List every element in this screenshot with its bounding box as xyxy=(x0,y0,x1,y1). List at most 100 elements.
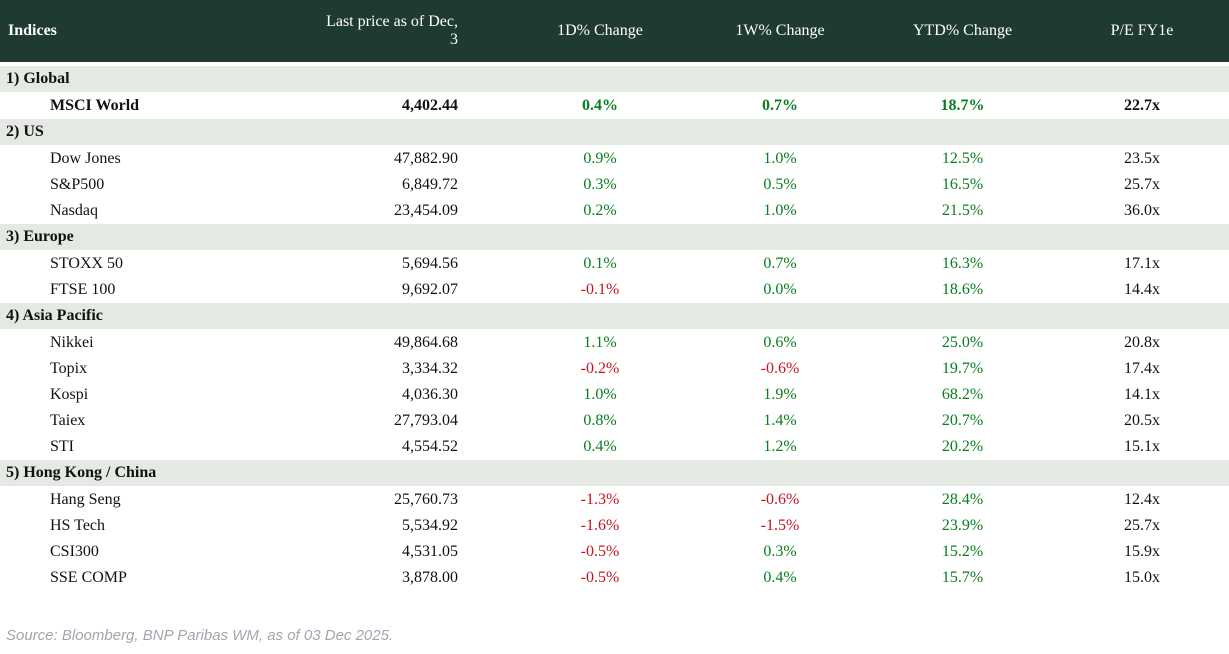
section-label: 5) Hong Kong / China xyxy=(6,464,157,481)
index-name: STI xyxy=(50,438,74,455)
ytd-change: 19.7% xyxy=(941,360,984,377)
1d-change: 0.4% xyxy=(582,97,618,114)
pe-ratio: 20.8x xyxy=(1124,334,1160,351)
last-price: 5,694.56 xyxy=(402,255,458,272)
1w-change: 0.7% xyxy=(762,97,798,114)
last-price: 4,402.44 xyxy=(402,97,458,114)
ytd-change: 20.7% xyxy=(941,412,984,429)
index-row: CSI300 4,531.05 -0.5% 0.3% 15.2% 15.9x xyxy=(0,539,1229,565)
last-price: 6,849.72 xyxy=(402,176,458,193)
1w-change: 0.4% xyxy=(763,569,797,586)
index-row: Hang Seng 25,760.73 -1.3% -0.6% 28.4% 12.4x xyxy=(0,487,1229,513)
pe-ratio: 25.7x xyxy=(1124,176,1160,193)
index-row: Dow Jones 47,882.90 0.9% 1.0% 12.5% 23.5x xyxy=(0,146,1229,172)
source-note: Source: Bloomberg, BNP Paribas WM, as of… xyxy=(6,627,394,644)
index-name: Kospi xyxy=(50,386,89,403)
ytd-change: 16.3% xyxy=(941,255,984,272)
index-name: CSI300 xyxy=(50,543,99,560)
index-name: Topix xyxy=(50,360,88,377)
last-price: 5,534.92 xyxy=(402,517,458,534)
header-last-price: Last price as of Dec, 3 xyxy=(326,13,458,48)
1w-change: -1.5% xyxy=(760,517,800,534)
header-ytd-change: YTD% Change xyxy=(912,22,1013,39)
1d-change: 0.9% xyxy=(583,150,617,167)
section-label: 2) US xyxy=(6,123,44,140)
index-name: Nasdaq xyxy=(50,202,98,219)
ytd-change: 21.5% xyxy=(941,202,984,219)
last-price: 25,760.73 xyxy=(394,491,458,508)
ytd-change: 20.2% xyxy=(941,438,984,455)
1w-change: -0.6% xyxy=(760,491,800,508)
last-price: 9,692.07 xyxy=(402,281,458,298)
index-row: FTSE 100 9,692.07 -0.1% 0.0% 18.6% 14.4x xyxy=(0,277,1229,303)
1w-change: 0.0% xyxy=(763,281,797,298)
section-row: 4) Asia Pacific xyxy=(0,303,1229,329)
ytd-change: 28.4% xyxy=(941,491,984,508)
index-row: MSCI World 4,402.44 0.4% 0.7% 18.7% 22.7x xyxy=(0,93,1229,119)
last-price: 4,531.05 xyxy=(402,543,458,560)
1d-change: -1.3% xyxy=(580,491,620,508)
pe-ratio: 15.9x xyxy=(1124,543,1160,560)
1w-change: -0.6% xyxy=(760,360,800,377)
pe-ratio: 15.1x xyxy=(1124,438,1160,455)
last-price: 4,554.52 xyxy=(402,438,458,455)
section-row: 2) US xyxy=(0,119,1229,145)
1d-change: -0.1% xyxy=(580,281,620,298)
pe-ratio: 20.5x xyxy=(1124,412,1160,429)
section-row: 5) Hong Kong / China xyxy=(0,460,1229,486)
ytd-change: 18.6% xyxy=(941,281,984,298)
section-row: 3) Europe xyxy=(0,224,1229,250)
1d-change: -0.5% xyxy=(580,543,620,560)
index-name: SSE COMP xyxy=(50,569,127,586)
last-price: 4,036.30 xyxy=(402,386,458,403)
1w-change: 1.4% xyxy=(763,412,797,429)
pe-ratio: 23.5x xyxy=(1124,150,1160,167)
ytd-change: 18.7% xyxy=(940,97,985,114)
index-name: FTSE 100 xyxy=(50,281,116,298)
1d-change: -1.6% xyxy=(580,517,620,534)
1w-change: 1.2% xyxy=(763,438,797,455)
pe-ratio: 22.7x xyxy=(1124,97,1160,114)
ytd-change: 68.2% xyxy=(941,386,984,403)
index-row: SSE COMP 3,878.00 -0.5% 0.4% 15.7% 15.0x xyxy=(0,565,1229,591)
header-pe: P/E FY1e xyxy=(1110,22,1174,39)
index-row: Taiex 27,793.04 0.8% 1.4% 20.7% 20.5x xyxy=(0,408,1229,434)
1d-change: 0.3% xyxy=(583,176,617,193)
1w-change: 1.0% xyxy=(763,150,797,167)
last-price: 23,454.09 xyxy=(394,202,458,219)
pe-ratio: 15.0x xyxy=(1124,569,1160,586)
ytd-change: 12.5% xyxy=(941,150,984,167)
1w-change: 0.3% xyxy=(763,543,797,560)
header-indices: Indices xyxy=(8,22,57,39)
1w-change: 1.0% xyxy=(763,202,797,219)
last-price: 3,334.32 xyxy=(402,360,458,377)
table-body: 1) Global MSCI World 4,402.44 0.4% 0.7% 18.7%… xyxy=(0,66,1229,591)
1d-change: 0.1% xyxy=(583,255,617,272)
pe-ratio: 25.7x xyxy=(1124,517,1160,534)
1d-change: 0.4% xyxy=(583,438,617,455)
1d-change: -0.2% xyxy=(580,360,620,377)
pe-ratio: 17.1x xyxy=(1124,255,1160,272)
ytd-change: 16.5% xyxy=(941,176,984,193)
index-row: HS Tech 5,534.92 -1.6% -1.5% 23.9% 25.7x xyxy=(0,513,1229,539)
last-price: 49,864.68 xyxy=(394,334,458,351)
index-name: MSCI World xyxy=(50,97,140,114)
index-name: STOXX 50 xyxy=(50,255,124,272)
header-1d-change: 1D% Change xyxy=(557,22,643,39)
last-price: 27,793.04 xyxy=(394,412,458,429)
index-name: S&P500 xyxy=(50,176,105,193)
index-name: Dow Jones xyxy=(50,150,121,167)
index-row: Kospi 4,036.30 1.0% 1.9% 68.2% 14.1x xyxy=(0,382,1229,408)
header-1w-change: 1W% Change xyxy=(735,22,825,39)
last-price: 3,878.00 xyxy=(402,569,458,586)
1w-change: 0.7% xyxy=(763,255,797,272)
section-label: 4) Asia Pacific xyxy=(6,307,103,324)
1w-change: 0.5% xyxy=(763,176,797,193)
pe-ratio: 17.4x xyxy=(1124,360,1160,377)
1d-change: 0.8% xyxy=(583,412,617,429)
pe-ratio: 36.0x xyxy=(1124,202,1160,219)
index-row: STI 4,554.52 0.4% 1.2% 20.2% 15.1x xyxy=(0,434,1229,460)
1d-change: 0.2% xyxy=(583,202,617,219)
table-header-row: Indices Last price as of Dec, 3 1D% Chan… xyxy=(0,0,1229,62)
